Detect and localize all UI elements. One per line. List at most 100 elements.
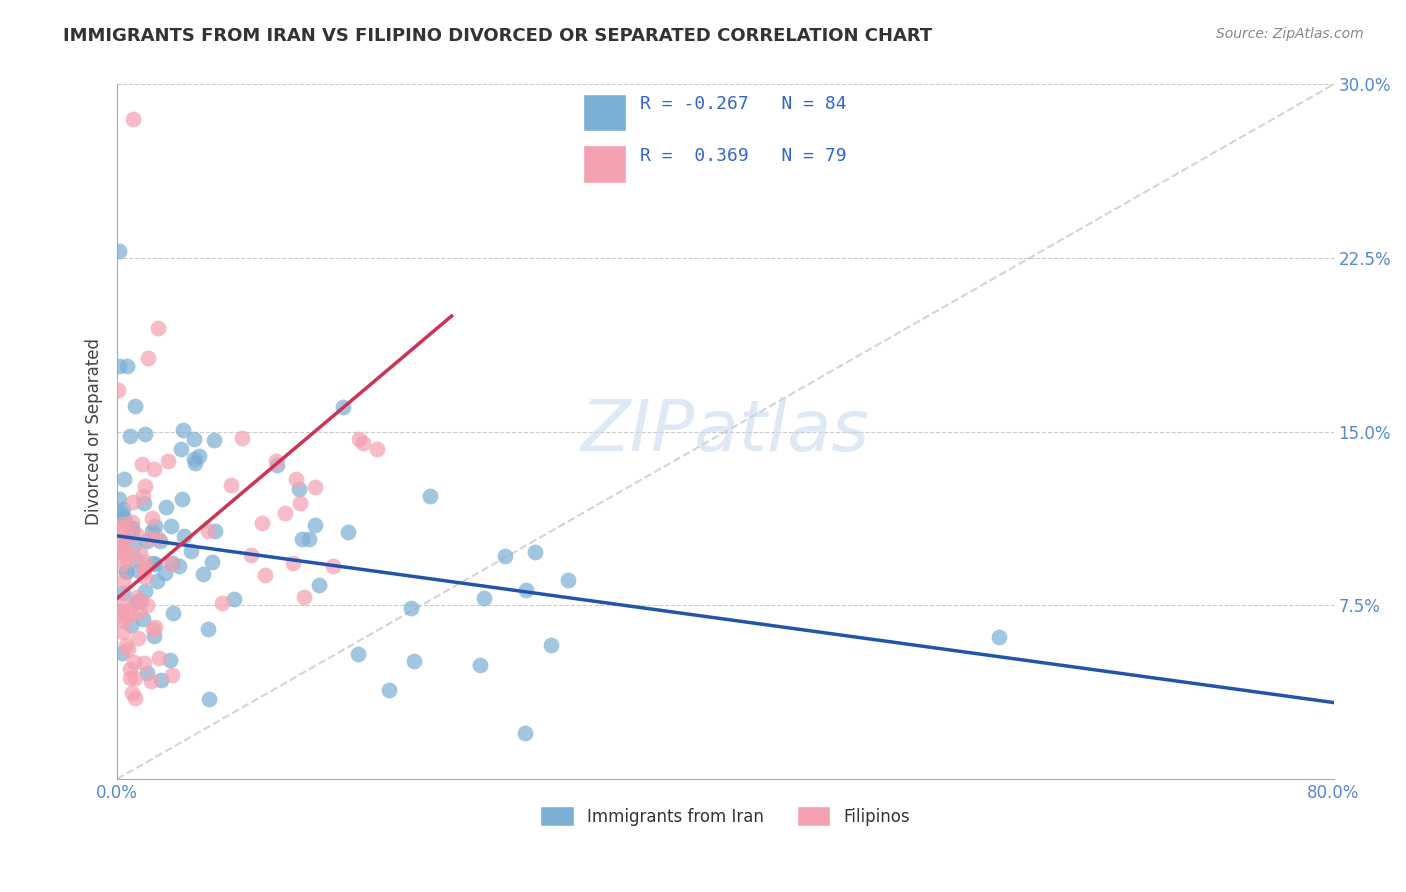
Point xyxy=(513,725,536,739)
Point xyxy=(401,601,423,615)
Point xyxy=(120,671,142,685)
Point xyxy=(111,574,134,589)
Point xyxy=(132,656,155,670)
Point xyxy=(304,518,326,533)
Point xyxy=(120,521,142,535)
Point xyxy=(110,508,132,523)
Point xyxy=(141,511,163,525)
Point xyxy=(114,565,136,579)
Point xyxy=(191,567,214,582)
Point xyxy=(136,534,159,549)
Point xyxy=(120,429,142,443)
Point xyxy=(254,567,277,582)
Point xyxy=(111,517,134,532)
Point xyxy=(170,442,193,456)
Point xyxy=(183,433,205,447)
Point xyxy=(111,615,134,629)
Point xyxy=(155,500,177,514)
Text: Source: ZipAtlas.com: Source: ZipAtlas.com xyxy=(1216,27,1364,41)
Point xyxy=(180,544,202,558)
Point xyxy=(110,506,132,520)
Point xyxy=(404,654,426,668)
Point xyxy=(112,537,135,551)
Point xyxy=(240,548,263,562)
Point xyxy=(110,558,132,572)
Point xyxy=(111,607,134,622)
Point xyxy=(120,617,142,632)
Point xyxy=(107,521,129,535)
Point xyxy=(266,458,288,472)
Point xyxy=(378,683,401,698)
Point xyxy=(472,591,495,605)
Point xyxy=(110,604,132,618)
Point xyxy=(322,559,344,574)
Point xyxy=(121,686,143,700)
Point xyxy=(134,583,156,598)
Point xyxy=(332,401,354,415)
Point xyxy=(198,692,221,706)
Point xyxy=(118,548,141,562)
Point xyxy=(115,553,138,567)
Point xyxy=(112,511,135,525)
Point xyxy=(107,359,129,373)
Point xyxy=(124,671,146,685)
Point xyxy=(124,551,146,566)
Legend: Immigrants from Iran, Filipinos: Immigrants from Iran, Filipinos xyxy=(534,799,917,833)
Point xyxy=(124,690,146,705)
Point xyxy=(160,556,183,570)
Point xyxy=(211,596,233,610)
Point xyxy=(281,556,304,570)
Point xyxy=(107,244,129,259)
Point xyxy=(125,590,148,604)
Point xyxy=(134,564,156,578)
Point xyxy=(150,673,173,688)
Point xyxy=(108,609,131,624)
Point xyxy=(159,519,181,533)
Point xyxy=(143,620,166,634)
Point xyxy=(468,657,491,672)
Point xyxy=(143,461,166,475)
Point xyxy=(110,537,132,551)
Point xyxy=(197,622,219,636)
Point xyxy=(298,532,321,546)
Point xyxy=(139,673,162,688)
Point xyxy=(134,479,156,493)
Point xyxy=(515,582,537,597)
Point xyxy=(120,607,142,622)
Point xyxy=(149,533,172,548)
Point xyxy=(204,524,226,539)
Point xyxy=(160,557,183,571)
Point xyxy=(219,477,242,491)
Point xyxy=(136,351,159,365)
Point xyxy=(201,555,224,569)
Point xyxy=(135,666,157,681)
Point xyxy=(188,449,211,463)
Point xyxy=(108,492,131,507)
Point xyxy=(131,490,153,504)
Point xyxy=(557,573,579,587)
Point xyxy=(114,564,136,578)
Point xyxy=(110,541,132,555)
Point xyxy=(988,630,1011,644)
Point xyxy=(231,431,253,445)
Point xyxy=(128,594,150,608)
Point xyxy=(121,516,143,530)
Point xyxy=(159,653,181,667)
Point xyxy=(127,631,149,645)
Point xyxy=(494,549,516,564)
Point xyxy=(128,605,150,619)
Point xyxy=(143,557,166,571)
Point xyxy=(146,320,169,334)
Point xyxy=(366,442,388,457)
Point xyxy=(222,591,245,606)
Point xyxy=(134,569,156,583)
Point xyxy=(308,577,330,591)
Point xyxy=(111,625,134,640)
Point xyxy=(112,586,135,600)
Point xyxy=(172,492,194,507)
Point xyxy=(122,538,145,552)
Point xyxy=(156,454,179,468)
Point xyxy=(115,359,138,373)
Text: R =  0.369   N = 79: R = 0.369 N = 79 xyxy=(640,147,846,165)
Point xyxy=(124,400,146,414)
